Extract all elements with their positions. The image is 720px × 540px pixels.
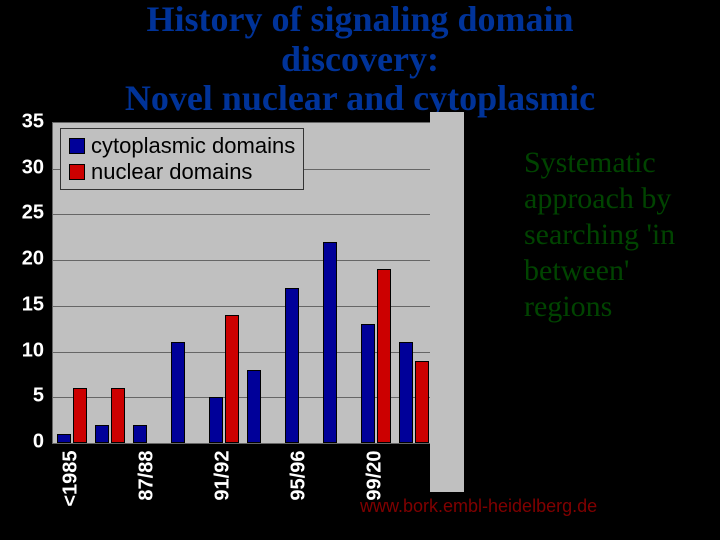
- bar-cytoplasmic: [57, 434, 71, 443]
- bar-nuclear: [377, 269, 391, 443]
- x-tick-label: 95/96: [288, 451, 311, 521]
- bar-nuclear: [415, 361, 429, 443]
- bar-cytoplasmic: [133, 425, 147, 443]
- source-url: www.bork.embl-heidelberg.de: [360, 496, 597, 517]
- y-tick-label: 20: [4, 248, 44, 271]
- y-tick-label: 35: [4, 111, 44, 134]
- side-note: Systematic approach by searching 'in bet…: [524, 145, 716, 325]
- y-tick-label: 0: [4, 431, 44, 454]
- legend-label: cytoplasmic domains: [91, 133, 295, 159]
- gridline: [53, 397, 433, 398]
- chart-legend: cytoplasmic domainsnuclear domains: [60, 128, 304, 190]
- slide-title: History of signaling domain discovery: N…: [0, 0, 720, 119]
- bar-cytoplasmic: [323, 242, 337, 443]
- bar-cytoplasmic: [399, 342, 413, 443]
- x-tick-label: <1985: [60, 451, 83, 521]
- bar-nuclear: [225, 315, 239, 443]
- legend-row: cytoplasmic domains: [69, 133, 295, 159]
- cutoff-gray-bar: [430, 112, 464, 492]
- y-axis: 05101520253035: [4, 122, 48, 442]
- bar-cytoplasmic: [209, 397, 223, 443]
- legend-swatch: [69, 138, 85, 154]
- y-tick-label: 30: [4, 156, 44, 179]
- bar-cytoplasmic: [171, 342, 185, 443]
- title-line-3: Novel nuclear and cytoplasmic: [125, 78, 595, 118]
- x-tick-label: 91/92: [212, 451, 235, 521]
- legend-label: nuclear domains: [91, 159, 252, 185]
- x-tick-label: 87/88: [136, 451, 159, 521]
- bar-nuclear: [111, 388, 125, 443]
- bar-cytoplasmic: [361, 324, 375, 443]
- y-tick-label: 10: [4, 339, 44, 362]
- bar-nuclear: [73, 388, 87, 443]
- legend-swatch: [69, 164, 85, 180]
- title-line-2: discovery:: [281, 39, 439, 79]
- bar-cytoplasmic: [95, 425, 109, 443]
- bar-cytoplasmic: [247, 370, 261, 443]
- gridline: [53, 214, 433, 215]
- gridline: [53, 306, 433, 307]
- gridline: [53, 352, 433, 353]
- y-tick-label: 5: [4, 385, 44, 408]
- y-tick-label: 15: [4, 293, 44, 316]
- title-line-1: History of signaling domain: [146, 0, 573, 39]
- legend-row: nuclear domains: [69, 159, 295, 185]
- y-tick-label: 25: [4, 202, 44, 225]
- gridline: [53, 260, 433, 261]
- bar-cytoplasmic: [285, 288, 299, 443]
